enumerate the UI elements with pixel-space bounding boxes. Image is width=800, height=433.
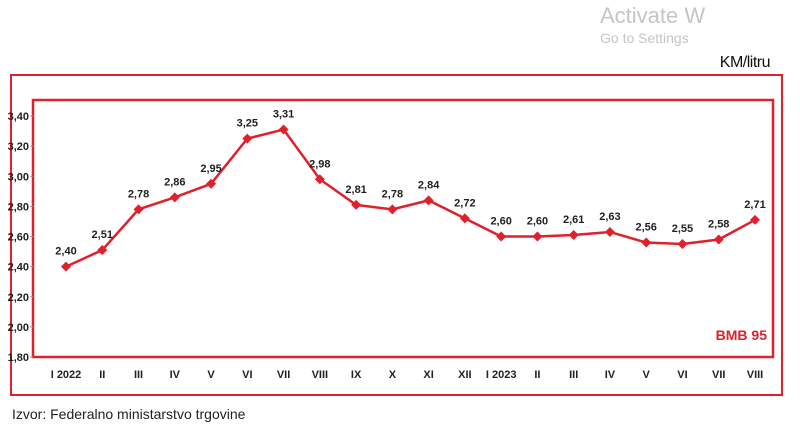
data-label: 2,84 [418,179,440,191]
data-point [604,226,615,237]
x-tick-label: XI [423,369,433,381]
y-tick-label: 3,40 [8,111,29,123]
data-point [713,234,724,245]
x-tick-label: VII [277,369,290,381]
series-label: BMB 95 [716,327,768,343]
data-label: 2,63 [599,211,620,223]
data-label: 2,51 [92,229,113,241]
data-point [61,261,71,272]
data-point [423,195,434,206]
data-label: 2,61 [563,214,584,226]
data-label: 2,72 [454,197,475,209]
data-point [97,245,108,256]
data-label: 3,31 [273,109,294,121]
x-tick-label: IV [170,369,181,381]
data-label: 2,71 [744,199,765,211]
plot-frame [31,98,775,359]
unit-label: KM/litru [719,54,771,71]
x-tick-label: I 2022 [51,369,82,381]
data-label: 2,78 [128,188,149,200]
x-tick-label: VII [712,369,725,381]
data-point [496,231,507,242]
data-point [641,237,652,248]
data-point [314,174,325,185]
data-label: 2,60 [527,216,548,228]
y-tick-label: 1,80 [8,352,29,364]
series-line [65,128,756,268]
source-note: Izvor: Federalno ministarstvo trgovine [12,406,246,422]
data-point [242,133,253,144]
data-point [677,239,688,250]
chart-frame [10,74,783,396]
x-tick-label: VI [242,369,252,381]
data-label: 2,60 [490,216,511,228]
y-tick-label: 2,60 [8,232,29,244]
data-point [351,199,362,210]
data-label: 2,86 [164,176,185,188]
x-tick-label: XII [458,369,471,381]
data-label: 2,55 [672,223,693,235]
data-label: 2,56 [635,222,656,234]
x-tick-label: VIII [312,369,329,381]
data-point [278,124,289,135]
data-point [568,229,579,240]
y-tick-label: 3,20 [8,141,29,153]
data-point [169,192,180,203]
x-tick-label: V [643,369,651,381]
data-point [532,231,543,242]
y-tick-label: 2,80 [8,201,29,213]
y-tick-label: 2,00 [8,322,29,334]
data-point [133,204,144,215]
x-tick-label: II [99,369,105,381]
data-label: 2,58 [708,219,729,231]
watermark-activate: Activate W [600,3,706,28]
data-point [459,213,470,224]
data-label: 2,95 [200,163,221,175]
x-tick-label: VIII [747,369,764,381]
data-label: 2,81 [345,184,366,196]
data-label: 3,25 [237,118,258,130]
y-tick-label: 3,00 [8,171,29,183]
y-tick-label: 2,40 [8,262,29,274]
y-tick-label: 2,20 [8,292,29,304]
x-tick-label: VI [677,369,687,381]
x-tick-label: III [569,369,578,381]
data-label: 2,98 [309,158,330,170]
x-tick-label: IV [605,369,616,381]
watermark-settings: Go to Settings [600,30,689,46]
x-tick-label: X [389,369,397,381]
x-tick-label: I 2023 [486,369,517,381]
data-label: 2,40 [55,246,76,258]
data-label: 2,78 [382,188,403,200]
x-tick-label: III [134,369,143,381]
data-point [750,214,760,225]
x-tick-label: II [534,369,540,381]
data-point [206,178,217,189]
x-tick-label: V [207,369,215,381]
x-tick-label: IX [351,369,362,381]
data-point [387,204,398,215]
